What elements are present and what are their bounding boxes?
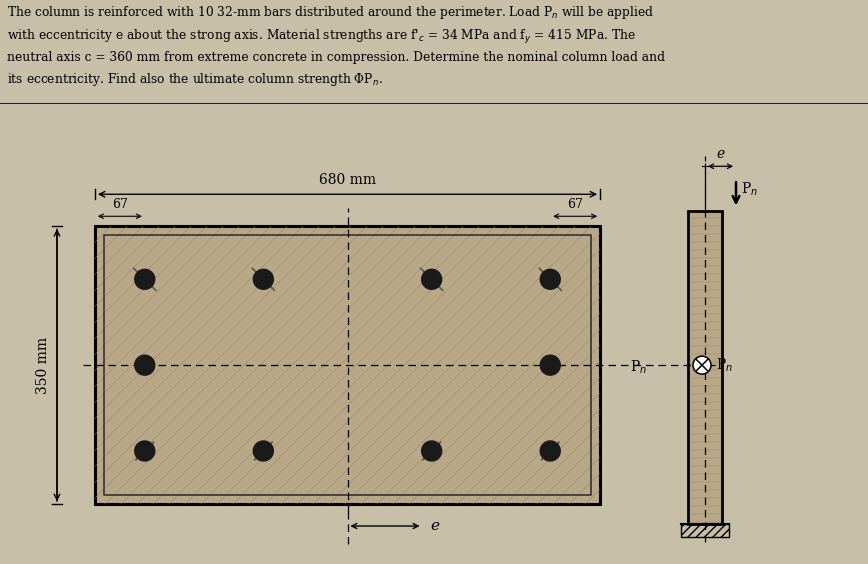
Circle shape — [422, 441, 442, 461]
Circle shape — [693, 356, 711, 374]
Text: P$_n$: P$_n$ — [629, 359, 647, 376]
Text: 67: 67 — [567, 199, 583, 212]
Bar — [104, 235, 591, 495]
Circle shape — [253, 270, 273, 289]
Text: The column is reinforced with 10 32-mm bars distributed around the perimeter. Lo: The column is reinforced with 10 32-mm b… — [7, 4, 665, 88]
Text: 680 mm: 680 mm — [319, 173, 376, 187]
Bar — [681, 524, 729, 537]
Circle shape — [422, 270, 442, 289]
Bar — [95, 226, 600, 504]
Circle shape — [540, 355, 560, 375]
Text: 67: 67 — [112, 199, 128, 212]
Text: e: e — [716, 147, 725, 161]
Circle shape — [135, 355, 155, 375]
Circle shape — [253, 441, 273, 461]
Circle shape — [540, 441, 560, 461]
Circle shape — [540, 270, 560, 289]
Text: P$_n$: P$_n$ — [716, 356, 733, 374]
Bar — [688, 212, 722, 524]
Text: e: e — [431, 519, 439, 533]
Circle shape — [135, 441, 155, 461]
Circle shape — [135, 270, 155, 289]
Text: 350 mm: 350 mm — [36, 337, 50, 394]
Text: P$_n$: P$_n$ — [741, 180, 758, 198]
